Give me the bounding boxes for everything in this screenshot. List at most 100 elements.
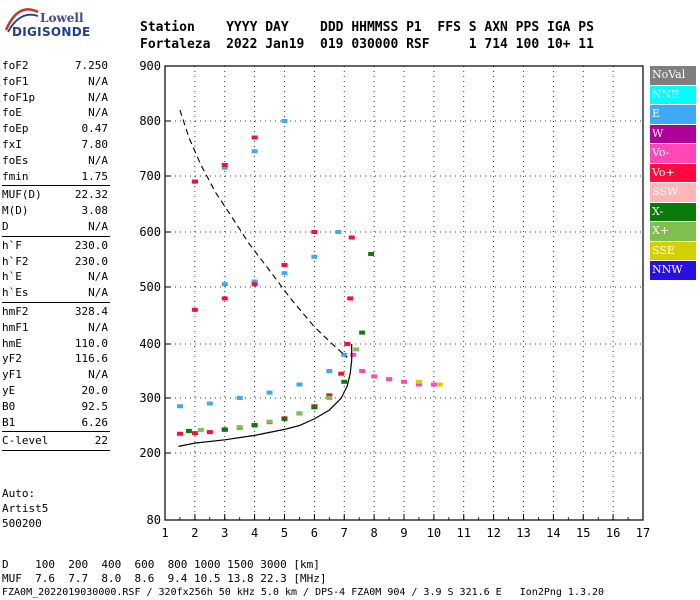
data-point [191, 179, 198, 184]
data-point [401, 379, 407, 384]
data-point [338, 371, 345, 376]
param-value: 328.4 [74, 304, 108, 318]
header-row-labels: Station YYYY DAY DDD HHMMSS P1 FFS S AXN… [140, 20, 594, 35]
param-group-4: hmF2 328.4 hmF1 N/A hmE 110.0 yF2 116.6 yF1 N/A yE… [2, 304, 108, 430]
data-point [251, 422, 258, 427]
data-point [251, 149, 258, 154]
divider [2, 185, 110, 187]
legend: NoVal NNE E W Vo- Vo+ SSW X- X+ SSE NNW [650, 66, 696, 281]
data-point [251, 135, 258, 140]
param-name: h`Es [2, 286, 29, 300]
y-tick-label: 400 [139, 337, 161, 351]
param-row: foEs N/A [2, 153, 108, 169]
param-value: 7.250 [74, 59, 108, 72]
param-row: fxI 7.80 [2, 137, 108, 153]
param-row: h`F2 230.0 [2, 254, 108, 270]
muf-dashed-line [179, 109, 348, 358]
data-point [341, 379, 348, 384]
param-name: fmin [2, 169, 29, 183]
param-name: hmE [2, 336, 22, 350]
param-name: M(D) [2, 204, 29, 218]
param-value: 230.0 [74, 238, 108, 252]
legend-item: X- [650, 202, 696, 221]
param-name: hmF1 [2, 320, 29, 334]
data-point [191, 307, 198, 312]
digisonde-logo-swoosh [4, 8, 39, 33]
data-point [251, 279, 258, 284]
param-row: MUF(D) 22.32 [2, 187, 108, 203]
param-row: h`F 230.0 [2, 238, 108, 254]
footer-file-info: FZA0M_2022019030000.RSF / 320fx256h 50 k… [2, 587, 605, 598]
x-tick-label: 5 [281, 526, 288, 540]
data-point [281, 416, 288, 421]
data-point [430, 382, 437, 387]
param-value: 110.0 [74, 336, 108, 350]
param-value: 22.32 [74, 188, 108, 202]
y-tick-label: 80 [147, 513, 161, 527]
y-tick-label: 300 [139, 391, 161, 405]
param-row: D N/A [2, 219, 108, 235]
data-point [359, 330, 366, 335]
legend-item: SSE [650, 241, 696, 260]
x-tick-label: 8 [371, 526, 378, 540]
auto-program: Artist5 [2, 502, 49, 515]
x-tick-label: 13 [516, 526, 530, 540]
data-point [266, 419, 273, 424]
data-point [281, 119, 288, 123]
param-value: N/A [88, 106, 108, 120]
param-value: 1.75 [81, 169, 109, 183]
param-name: h`F [2, 238, 22, 252]
param-name: C-level [2, 434, 49, 448]
data-point [197, 427, 204, 432]
divider [2, 450, 110, 452]
data-point [281, 263, 288, 267]
param-name: D [2, 219, 9, 233]
data-point [415, 379, 422, 384]
param-name: foF1p [2, 90, 36, 104]
footer-distance-row: D 100 200 400 600 800 1000 1500 3000 [km… [2, 558, 320, 571]
legend-item: Vo+ [650, 163, 696, 182]
param-name: foE [2, 106, 22, 120]
param-group-1: foF2 7.250 foF1 N/A foF1p N/A foE N/A foEp 0.47 fx… [2, 58, 108, 184]
param-value: 0.47 [81, 122, 109, 136]
param-value: 116.6 [74, 352, 108, 366]
data-point [251, 282, 258, 287]
param-row: hmE 110.0 [2, 336, 108, 352]
data-point [368, 252, 375, 256]
param-value: 3.08 [81, 204, 109, 218]
footer-muf-row: MUF 7.6 7.7 8.0 8.6 9.4 10.5 13.8 22.3 [… [2, 572, 327, 585]
data-point [371, 374, 378, 379]
data-point [296, 411, 303, 416]
logo-lowell: Lowell [40, 11, 84, 25]
param-value: 22 [94, 434, 108, 448]
data-point [326, 369, 333, 373]
y-tick-label: 500 [139, 280, 161, 294]
param-row: yE 20.0 [2, 383, 108, 399]
legend-item: E [650, 105, 696, 124]
data-point [191, 431, 198, 436]
legend-item: NNE [650, 85, 696, 104]
param-row: M(D) 3.08 [2, 203, 108, 219]
y-tick-label: 800 [139, 114, 161, 128]
param-row: B1 6.26 [2, 415, 108, 431]
param-value: N/A [88, 219, 108, 233]
data-point [176, 431, 183, 436]
param-value: N/A [88, 74, 108, 88]
param-value: N/A [88, 153, 108, 167]
param-value: 6.26 [81, 415, 109, 429]
y-tick-label: 700 [139, 169, 161, 183]
param-name: fxI [2, 137, 22, 151]
param-name: h`F2 [2, 254, 29, 268]
param-name: foEp [2, 122, 29, 136]
param-value: 92.5 [81, 399, 109, 413]
data-point [350, 352, 357, 357]
param-value: N/A [88, 270, 108, 284]
param-name: B0 [2, 399, 16, 413]
data-point [281, 271, 288, 276]
legend-item: X+ [650, 222, 696, 241]
divider [2, 301, 110, 303]
data-point [311, 254, 318, 259]
param-name: yF1 [2, 368, 22, 382]
param-value: 20.0 [81, 383, 109, 397]
param-row: C-level 22 [2, 433, 108, 449]
